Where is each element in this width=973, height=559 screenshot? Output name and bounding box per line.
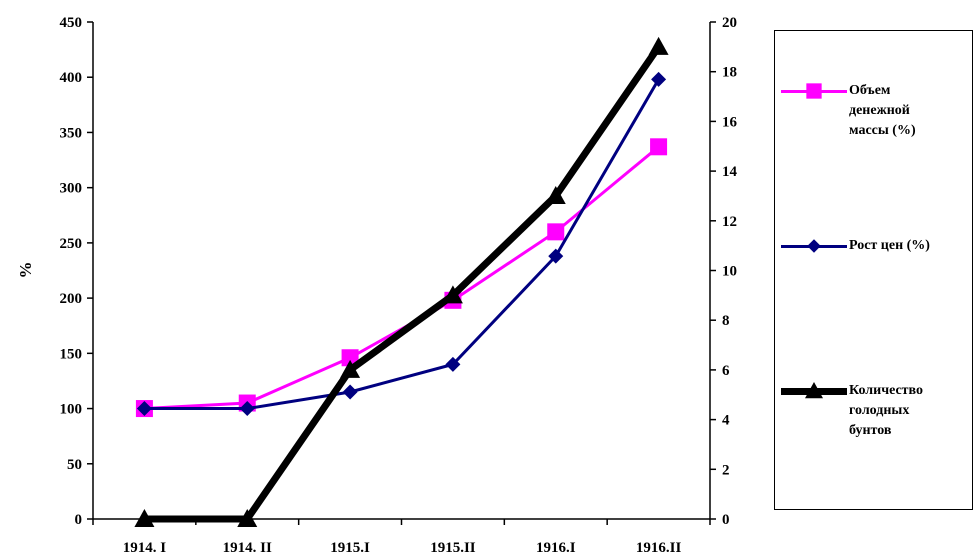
legend-label: Объем денежной массы (%) (849, 81, 973, 141)
right-tick-label: 6 (722, 363, 730, 379)
data-point (648, 36, 669, 55)
series-1 (135, 138, 668, 418)
data-point (342, 384, 358, 400)
y-axis-title: % (16, 262, 35, 279)
data-point (341, 349, 359, 367)
legend-label-line: бунтов (849, 423, 892, 438)
legend-marker-shape (807, 239, 821, 253)
legend-label: Количество голодных бунтов (849, 381, 973, 441)
data-point (445, 356, 461, 372)
data-point (650, 138, 668, 156)
legend-label-line: Объем (849, 83, 891, 98)
x-tick-label: 1914. I (123, 540, 167, 556)
x-tick-label: 1915.I (330, 540, 370, 556)
x-axis: 1914. I 1914. II 1915.I 1915.II 1916.I 1916.I… (92, 518, 711, 556)
right-y-axis: 0 2 4 6 8 10 12 14 16 18 20 (709, 15, 738, 528)
legend-label-line: массы (%) (849, 123, 916, 138)
data-point (442, 285, 463, 304)
series-2 (136, 71, 667, 417)
right-tick-label: 10 (722, 264, 737, 280)
legend-label-line: голодных (849, 403, 910, 418)
left-tick-label: 300 (60, 181, 83, 197)
legend-label-line: Рост цен (%) (849, 238, 930, 253)
left-tick-label: 200 (60, 291, 83, 307)
left-tick-label: 150 (60, 346, 83, 362)
data-point (237, 509, 258, 527)
series-layer (134, 36, 669, 527)
left-y-axis: 0 50 100 150 200 250 300 350 400 450 (60, 15, 94, 528)
left-tick-label: 250 (60, 236, 83, 252)
right-tick-label: 8 (722, 313, 730, 329)
right-tick-label: 12 (722, 214, 737, 230)
legend-marker (805, 382, 823, 399)
series-line (144, 145, 660, 411)
legend-marker (807, 239, 821, 253)
legend-marker-shape (805, 382, 823, 399)
series-line (144, 44, 662, 523)
series-3 (134, 36, 669, 527)
left-tick-label: 50 (67, 457, 82, 473)
legend-marker-shape (806, 83, 822, 99)
legend-label-line: Количество (849, 383, 924, 398)
data-point (545, 185, 566, 204)
left-tick-label: 100 (60, 402, 83, 418)
left-tick-label: 400 (60, 70, 83, 86)
legend-marker (806, 83, 822, 99)
legend-label: Рост цен (%) (849, 236, 973, 256)
series-line (144, 78, 660, 411)
data-point (136, 401, 152, 417)
left-tick-label: 350 (60, 125, 83, 141)
left-tick-label: 0 (75, 512, 83, 528)
right-tick-label: 14 (722, 164, 738, 180)
right-tick-label: 4 (722, 413, 730, 429)
data-point (340, 359, 361, 378)
data-point (547, 223, 565, 241)
right-tick-label: 18 (722, 65, 737, 81)
data-point (548, 248, 564, 264)
data-point (134, 509, 155, 527)
x-tick-label: 1916.II (636, 540, 682, 556)
right-tick-label: 16 (722, 114, 738, 130)
data-point (651, 71, 667, 87)
legend: Объем денежной массы (%) Рост цен (%) Количе… (774, 30, 973, 510)
x-tick-label: 1916.I (536, 540, 576, 556)
x-tick-label: 1914. II (223, 540, 272, 556)
data-point (239, 401, 255, 417)
legend-label-line: денежной (849, 103, 910, 118)
right-tick-label: 20 (722, 15, 737, 31)
right-tick-label: 0 (722, 512, 730, 528)
right-tick-label: 2 (722, 462, 730, 478)
x-tick-label: 1915.II (430, 540, 476, 556)
left-tick-label: 450 (60, 15, 83, 31)
